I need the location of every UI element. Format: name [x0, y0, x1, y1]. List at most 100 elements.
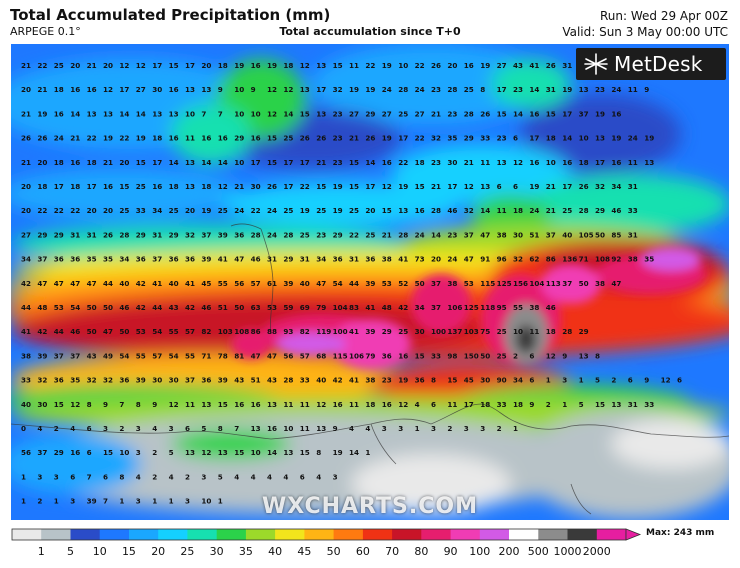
map-value: 43	[87, 351, 97, 360]
map-value: 55	[169, 327, 179, 336]
map-value: 36	[415, 376, 425, 385]
map-value: 39	[365, 327, 375, 336]
map-value: 11	[497, 206, 507, 215]
map-value: 27	[21, 230, 31, 239]
map-value: 48	[382, 303, 392, 312]
map-value: 50	[87, 327, 97, 336]
map-value: 50	[579, 279, 589, 288]
map-value: 68	[316, 351, 326, 360]
map-value: 15	[119, 182, 129, 191]
map-value: 19	[333, 448, 343, 457]
legend-tick-label: 200	[498, 545, 520, 558]
map-value: 9	[218, 85, 223, 94]
map-value: 115	[333, 351, 348, 360]
map-value: 43	[267, 376, 277, 385]
legend-tick-label: 10	[92, 545, 107, 558]
map-value: 24	[54, 134, 64, 143]
map-value: 15	[136, 158, 146, 167]
map-value: 34	[152, 206, 162, 215]
map-value: 103	[464, 327, 479, 336]
map-value: 33	[497, 400, 507, 409]
map-value: 32	[333, 85, 343, 94]
max-label: Max: 243 mm	[646, 528, 715, 538]
map-value: 20	[21, 85, 31, 94]
map-value: 104	[333, 303, 348, 312]
map-value: 39	[37, 351, 47, 360]
map-value: 23	[316, 230, 326, 239]
map-value: 100	[431, 327, 446, 336]
map-value: 33	[21, 376, 31, 385]
map-value: 27	[415, 109, 425, 118]
map-value: 104	[529, 279, 544, 288]
map-value: 14	[365, 158, 375, 167]
map-value: 25	[497, 327, 507, 336]
map-value: 46	[546, 303, 556, 312]
map-value: 105	[579, 230, 594, 239]
map-value: 18	[365, 400, 375, 409]
map-value: 32	[595, 182, 605, 191]
map-value: 38	[595, 279, 605, 288]
map-value: 16	[54, 109, 64, 118]
map-value: 2	[497, 424, 502, 433]
map-value: 13	[185, 182, 195, 191]
map-value: 19	[234, 61, 244, 70]
map-value: 38	[628, 255, 638, 264]
map-value: 30	[415, 327, 425, 336]
map-value: 11	[447, 400, 457, 409]
map-value: 11	[628, 158, 638, 167]
map-value: 28	[283, 376, 293, 385]
map-value: 23	[333, 158, 343, 167]
legend-swatch	[158, 529, 188, 540]
map-value: 106	[447, 303, 462, 312]
legend-tick-label: 1000	[553, 545, 582, 558]
map-value: 10	[185, 109, 195, 118]
map-value: 21	[349, 134, 359, 143]
map-value: 16	[333, 400, 343, 409]
legend-swatch	[596, 529, 627, 540]
map-value: 8	[136, 400, 141, 409]
map-value: 12	[70, 400, 80, 409]
precipitation-map: 21 22 25 20 21 20 12 12 17 15 17 20 18 19 16 19 18 12 13 15…	[11, 44, 729, 520]
map-value: 29	[382, 327, 392, 336]
map-value: 21	[21, 158, 31, 167]
map-value: 23	[382, 376, 392, 385]
map-value: 26	[431, 61, 441, 70]
map-value: 21	[21, 109, 31, 118]
map-value: 22	[415, 134, 425, 143]
map-value: 20	[119, 158, 129, 167]
map-value: 13	[185, 448, 195, 457]
map-value: 50	[103, 303, 113, 312]
map-value: 10	[579, 134, 589, 143]
map-value: 43	[234, 376, 244, 385]
map-value: 12	[169, 400, 179, 409]
map-value: 18	[201, 182, 211, 191]
map-value: 0	[21, 424, 26, 433]
map-value: 20	[37, 158, 47, 167]
map-value: 6	[87, 448, 92, 457]
legend-colorbar	[11, 528, 642, 541]
map-value: 50	[234, 303, 244, 312]
map-value: 47	[103, 327, 113, 336]
map-value: 2	[152, 448, 157, 457]
map-value: 46	[119, 303, 129, 312]
map-value: 20	[103, 206, 113, 215]
map-value: 17	[300, 158, 310, 167]
map-value: 53	[464, 279, 474, 288]
map-value: 3	[185, 497, 190, 506]
map-value: 21	[70, 134, 80, 143]
map-value: 37	[562, 279, 572, 288]
map-value: 37	[464, 230, 474, 239]
map-value: 35	[644, 255, 654, 264]
legend-swatch	[538, 529, 568, 540]
map-value: 2	[546, 400, 551, 409]
legend-swatch	[275, 529, 305, 540]
map-value: 13	[201, 85, 211, 94]
map-value: 38	[447, 279, 457, 288]
map-value: 3	[201, 472, 206, 481]
map-value: 52	[398, 279, 408, 288]
map-value: 19	[595, 109, 605, 118]
map-value: 18	[70, 182, 80, 191]
map-value: 38	[365, 376, 375, 385]
map-value: 13	[103, 109, 113, 118]
map-value: 13	[480, 182, 490, 191]
